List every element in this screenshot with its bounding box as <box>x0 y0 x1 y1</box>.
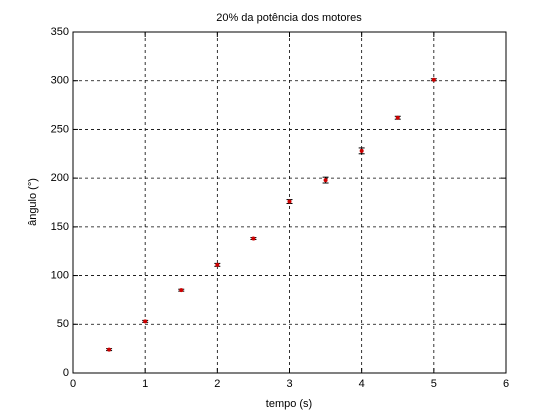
y-tick-label: 300 <box>51 75 69 87</box>
x-tick-label: 2 <box>214 378 220 390</box>
y-tick-label: 350 <box>51 26 69 38</box>
data-point <box>179 288 184 293</box>
x-tick-label: 6 <box>503 378 509 390</box>
chart-title: 20% da potência dos motores <box>216 12 362 24</box>
x-axis-label: tempo (s) <box>266 398 312 410</box>
data-point <box>287 199 292 204</box>
data-point <box>431 77 436 82</box>
x-tick-label: 3 <box>286 378 292 390</box>
data-point <box>143 319 148 324</box>
y-axis-label: ângulo (°) <box>27 178 39 226</box>
y-tick-label: 200 <box>51 172 69 184</box>
x-tick-label: 4 <box>359 378 365 390</box>
x-tick-label: 0 <box>70 378 76 390</box>
data-point <box>395 115 400 120</box>
y-tick-label: 150 <box>51 221 69 233</box>
y-tick-label: 0 <box>63 367 69 379</box>
y-tick-label: 50 <box>57 318 69 330</box>
y-tick-label: 100 <box>51 269 69 281</box>
data-point <box>215 262 220 267</box>
data-point <box>323 178 328 183</box>
data-point <box>251 236 256 241</box>
data-point <box>359 148 364 153</box>
y-tick-label: 250 <box>51 123 69 135</box>
x-tick-label: 5 <box>431 378 437 390</box>
data-point <box>107 347 112 352</box>
x-tick-label: 1 <box>142 378 148 390</box>
